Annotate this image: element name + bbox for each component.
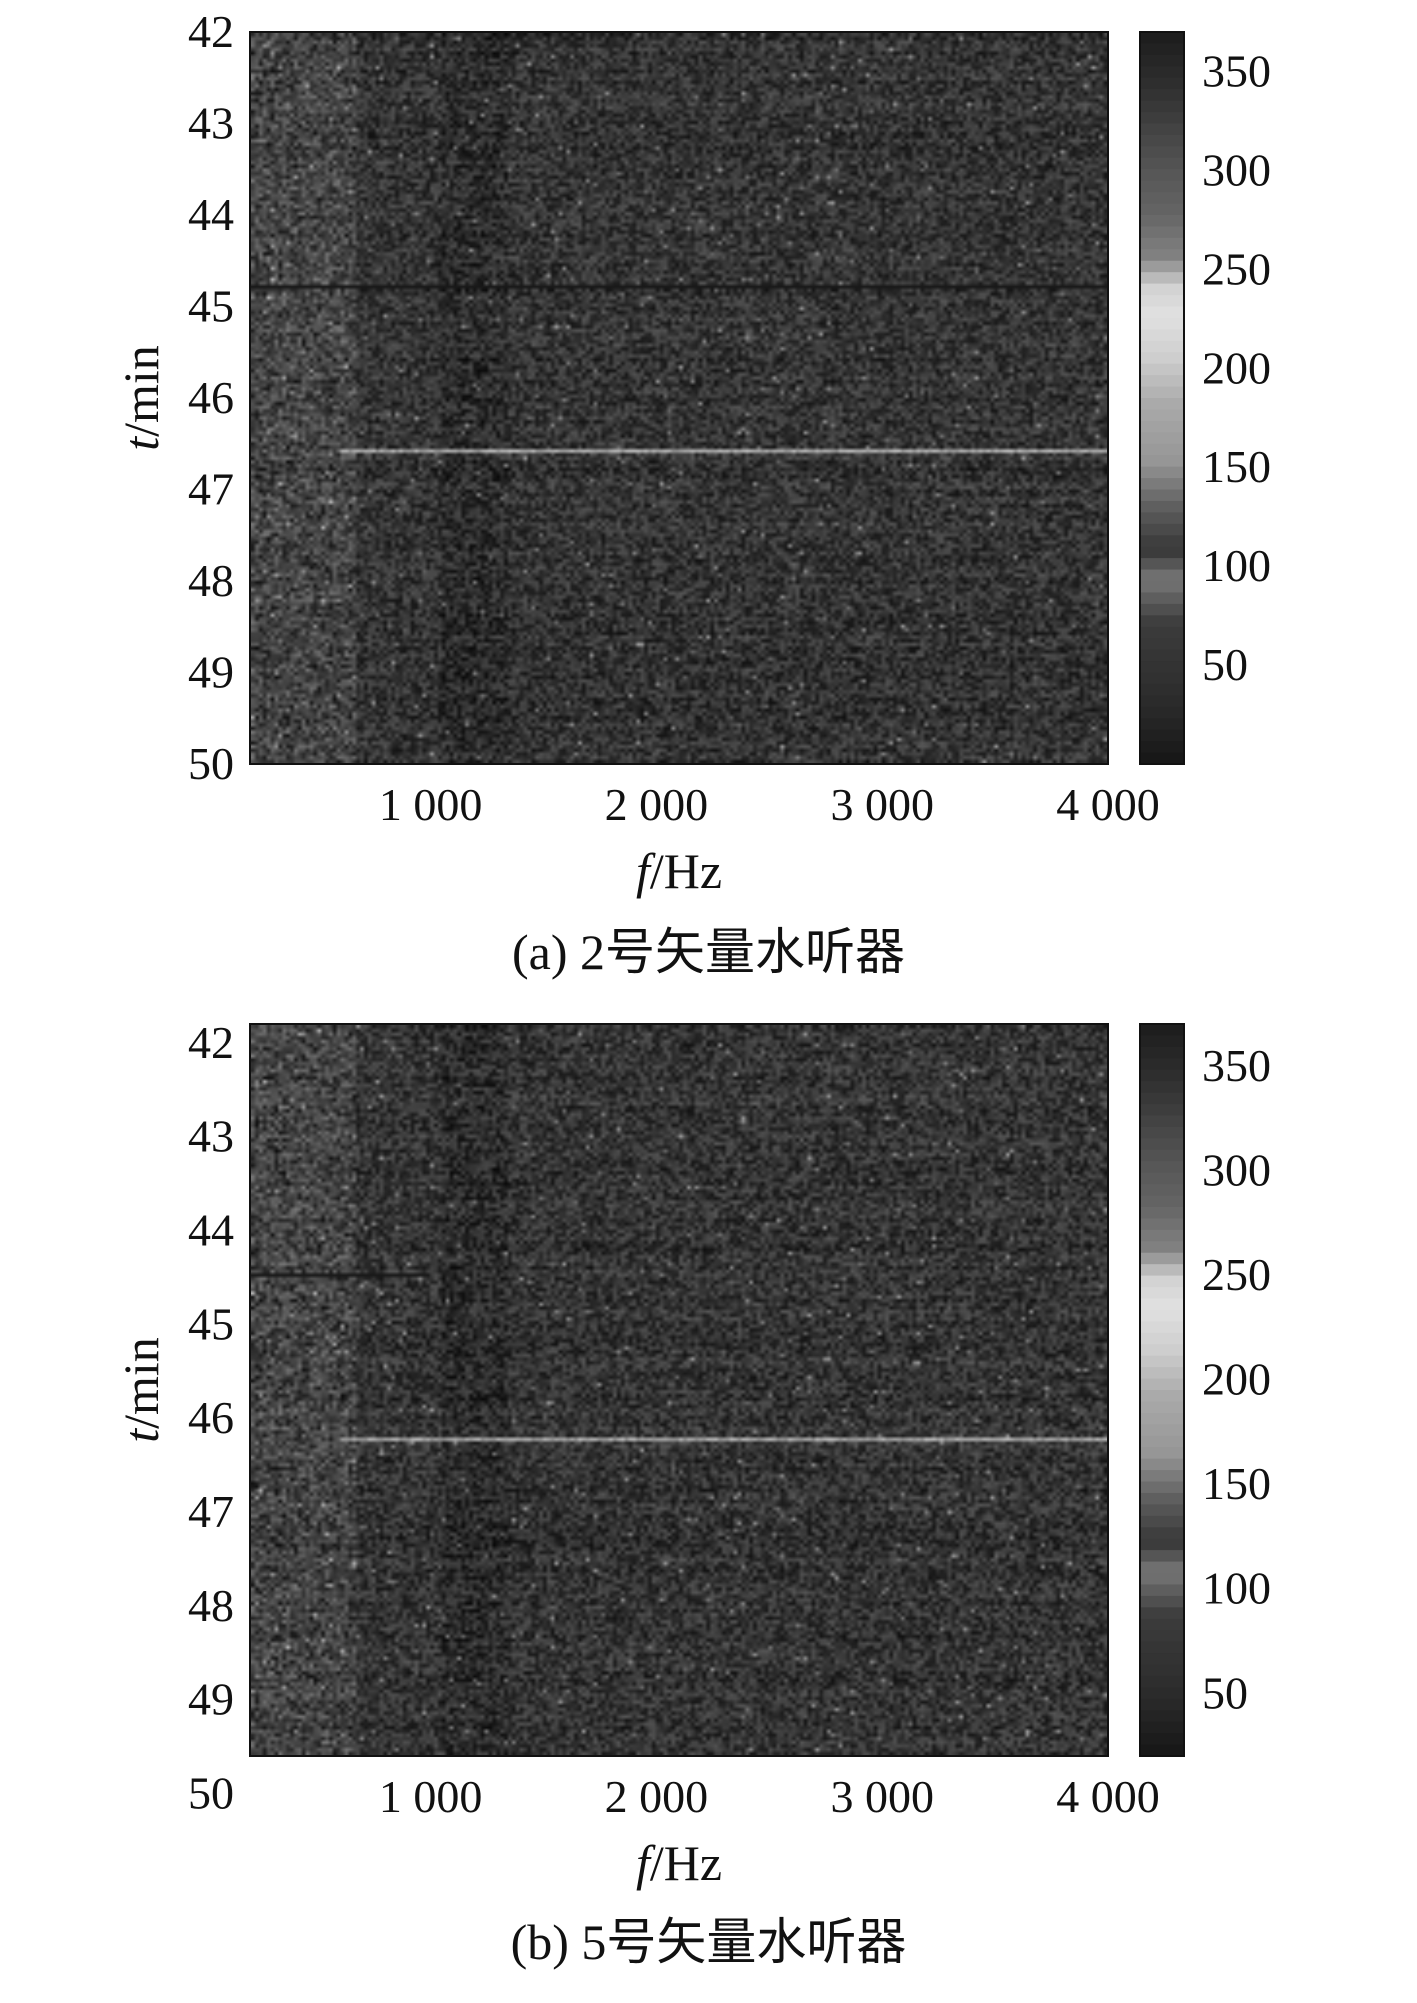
y-tick-label: 46 bbox=[188, 1392, 234, 1443]
colorbar-tick-label: 100 bbox=[1202, 540, 1271, 591]
x-tick-label: 1 000 bbox=[379, 779, 483, 830]
y-tick-label: 49 bbox=[188, 647, 234, 698]
y-tick-label: 44 bbox=[188, 1204, 234, 1255]
x-tick-label: 4 000 bbox=[1056, 779, 1160, 830]
colorbar-tick-label: 100 bbox=[1202, 1563, 1271, 1614]
y-tick-label: 50 bbox=[188, 1768, 234, 1819]
spectrogram-image bbox=[251, 33, 1107, 763]
y-tick-label: 50 bbox=[188, 738, 234, 789]
panel-a: 42 43 44 45 46 47 48 49 50 1 000 2 000 3 000 4 000 f/… bbox=[0, 0, 1417, 1000]
y-tick-label: 46 bbox=[188, 372, 234, 423]
y-tick-label: 47 bbox=[188, 1486, 234, 1537]
colorbar-tick-label: 200 bbox=[1202, 1354, 1271, 1405]
x-axis-label: f/Hz bbox=[636, 1835, 722, 1891]
x-axis-label: f/Hz bbox=[636, 843, 722, 899]
y-tick-label: 48 bbox=[188, 1580, 234, 1631]
y-tick-label: 42 bbox=[188, 6, 234, 57]
panel-b: 42 43 44 45 46 47 48 49 50 1 000 2 000 3 000 4 000 f/… bbox=[0, 1002, 1417, 2002]
colorbar-tick-label: 150 bbox=[1202, 441, 1271, 492]
x-tick-label: 2 000 bbox=[605, 779, 709, 830]
y-tick-label: 45 bbox=[188, 1298, 234, 1349]
colorbar bbox=[1139, 1023, 1185, 1757]
colorbar bbox=[1139, 31, 1185, 765]
colorbar-tick-label: 300 bbox=[1202, 144, 1271, 195]
x-tick-label: 4 000 bbox=[1056, 1771, 1160, 1822]
y-tick-label: 48 bbox=[188, 555, 234, 606]
y-axis-label: t/min bbox=[113, 345, 169, 451]
y-tick-label: 44 bbox=[188, 189, 234, 240]
y-tick-label: 42 bbox=[188, 1017, 234, 1068]
x-tick-label: 3 000 bbox=[830, 1771, 934, 1822]
y-tick-label: 43 bbox=[188, 1111, 234, 1162]
x-tick-label: 3 000 bbox=[830, 779, 934, 830]
spectrogram-chart-a: 42 43 44 45 46 47 48 49 50 1 000 2 000 3 000 4 000 f/… bbox=[113, 6, 1271, 899]
x-tick-label: 2 000 bbox=[605, 1771, 709, 1822]
spectrogram-image bbox=[251, 1025, 1107, 1755]
y-tick-label: 45 bbox=[188, 281, 234, 332]
y-tick-label: 47 bbox=[188, 464, 234, 515]
colorbar-tick-label: 50 bbox=[1202, 639, 1248, 690]
caption-a: (a) 2号矢量水听器 bbox=[512, 924, 905, 980]
y-tick-label: 49 bbox=[188, 1674, 234, 1725]
colorbar-tick-label: 250 bbox=[1202, 1249, 1271, 1300]
colorbar-tick-label: 150 bbox=[1202, 1458, 1271, 1509]
y-tick-label: 43 bbox=[188, 98, 234, 149]
colorbar-tick-label: 50 bbox=[1202, 1667, 1248, 1718]
colorbar-tick-label: 250 bbox=[1202, 243, 1271, 294]
colorbar-tick-label: 350 bbox=[1202, 1040, 1271, 1091]
x-tick-label: 1 000 bbox=[379, 1771, 483, 1822]
colorbar-tick-label: 300 bbox=[1202, 1144, 1271, 1195]
colorbar-tick-label: 200 bbox=[1202, 342, 1271, 393]
spectrogram-chart-b: 42 43 44 45 46 47 48 49 50 1 000 2 000 3 000 4 000 f/… bbox=[113, 1017, 1271, 1891]
y-axis-label: t/min bbox=[113, 1337, 169, 1443]
caption-b: (b) 5号矢量水听器 bbox=[510, 1914, 907, 1970]
colorbar-tick-label: 350 bbox=[1202, 46, 1271, 97]
